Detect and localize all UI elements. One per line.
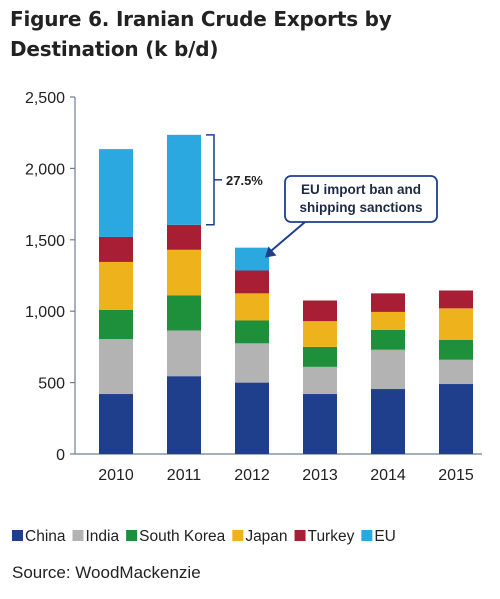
- eu-share-bracket: [206, 134, 215, 226]
- legend-label: Turkey: [308, 528, 355, 545]
- bar-segment: [303, 300, 337, 322]
- legend-swatch: [294, 530, 306, 541]
- bar-segment: [303, 346, 337, 367]
- bar-segment: [167, 134, 201, 225]
- legend: China India South Korea Japan Turkey EU: [12, 528, 396, 545]
- callout-box: [284, 175, 438, 223]
- callout-text: shipping sanctions: [299, 200, 422, 215]
- y-tick-label: 2,000: [25, 161, 65, 178]
- y-tick-label: 500: [38, 376, 65, 393]
- bar-segment: [167, 376, 201, 454]
- legend-label: EU: [374, 528, 396, 545]
- bar-segment: [371, 311, 405, 330]
- callout-arrow-head: [265, 246, 277, 258]
- legend-swatch: [12, 530, 23, 541]
- eu-share-label: 27.5%: [226, 173, 263, 188]
- bar-segment: [99, 261, 133, 310]
- y-tick-label: 1,000: [25, 304, 65, 321]
- bar-segment: [439, 290, 473, 309]
- legend-label: Japan: [245, 528, 287, 545]
- legend-swatch: [72, 530, 84, 541]
- annotation-layer: 27.5% EU import ban and shipping sanctions: [206, 134, 438, 258]
- bar-segment: [235, 320, 269, 344]
- source-note: Source: WoodMackenzie: [12, 563, 201, 582]
- bar-segment: [439, 359, 473, 385]
- bar-segment: [371, 293, 405, 312]
- x-tick-label: 2010: [98, 467, 134, 484]
- bar-segment: [235, 343, 269, 383]
- bar-segment: [371, 329, 405, 350]
- bar-segment: [99, 149, 133, 237]
- bar-segment: [167, 224, 201, 250]
- x-tick-label: 2013: [302, 467, 338, 484]
- bar-segment: [167, 330, 201, 377]
- x-tick-label: 2012: [234, 467, 270, 484]
- bar-segment: [303, 321, 337, 347]
- bar-segment: [99, 236, 133, 262]
- bar-segment: [439, 308, 473, 340]
- callout-arrow-line: [268, 221, 306, 254]
- y-tick-label: 2,500: [25, 90, 65, 107]
- legend-swatch: [126, 530, 138, 541]
- chart-title: Figure 6. Iranian Crude Exports by Desti…: [10, 7, 392, 61]
- legend-swatch: [232, 530, 244, 541]
- bars-layer: [99, 134, 473, 454]
- legend-label: India: [86, 528, 120, 545]
- x-tick-label: 2011: [167, 467, 202, 484]
- legend-label: South Korea: [139, 528, 226, 545]
- bar-segment: [235, 382, 269, 454]
- bar-segment: [99, 339, 133, 395]
- bar-segment: [303, 394, 337, 454]
- bar-segment: [167, 295, 201, 331]
- axis-layer: 0 500 1,000 1,500 2,000 2,500 2010 2011 2012 2013…: [25, 90, 482, 484]
- bar-segment: [235, 247, 269, 271]
- bar-segment: [235, 270, 269, 294]
- callout-text: EU import ban and: [301, 182, 421, 197]
- bar-segment: [167, 249, 201, 296]
- y-tick-label: 1,500: [25, 233, 65, 250]
- bar-segment: [99, 394, 133, 454]
- bar-segment: [235, 293, 269, 321]
- bar-segment: [99, 309, 133, 340]
- x-tick-label: 2015: [438, 467, 474, 484]
- y-tick-label: 0: [56, 447, 65, 464]
- bar-segment: [371, 389, 405, 454]
- bar-segment: [303, 366, 337, 395]
- bar-segment: [439, 339, 473, 360]
- x-tick-label: 2014: [370, 467, 406, 484]
- bar-segment: [439, 384, 473, 454]
- bar-segment: [371, 349, 405, 390]
- legend-swatch: [361, 530, 373, 541]
- legend-label: China: [25, 528, 66, 545]
